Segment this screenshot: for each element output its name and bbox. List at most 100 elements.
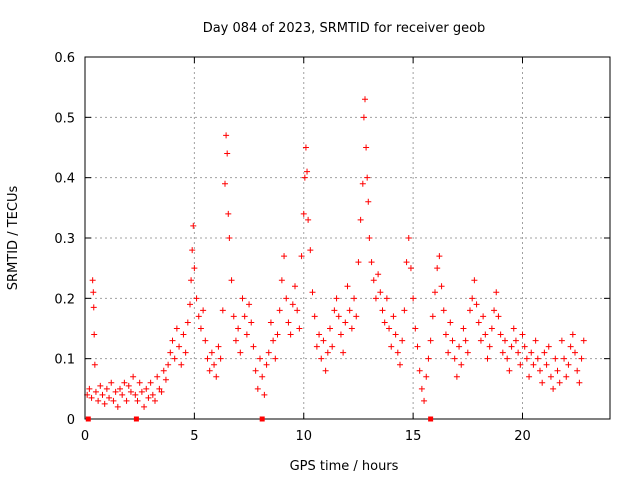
data-point [379,307,386,314]
data-point [576,379,583,386]
y-tick-label: 0.4 [54,172,75,187]
data-point [270,337,277,344]
data-point [237,349,244,356]
data-point [136,379,143,386]
data-point [197,325,204,332]
data-point [532,337,539,344]
data-point [300,210,307,217]
x-tick-label: 10 [295,429,312,444]
data-point [327,325,333,332]
data-point [101,400,108,407]
data-point [169,337,176,344]
data-point [232,337,239,344]
data-point [278,277,285,284]
data-point [543,361,550,368]
data-point [123,397,130,404]
data-point [337,331,344,338]
data-point [90,304,97,311]
data-point [499,349,506,356]
data-point [362,96,368,103]
data-point [149,391,156,398]
data-point [360,114,367,121]
data-point [223,132,230,139]
data-point [267,319,274,326]
data-point [388,343,395,350]
data-point [512,337,519,344]
axis-marker [428,416,434,422]
data-point [88,394,95,401]
y-tick-label: 0.1 [54,353,75,368]
data-point [449,337,456,344]
data-point [292,283,298,290]
data-point [145,394,152,401]
data-point [410,295,417,302]
data-point [368,259,375,266]
data-point [541,349,548,356]
data-point [473,301,480,308]
data-point [504,355,511,362]
data-point [263,361,270,368]
data-point [484,355,491,362]
data-point [447,319,454,326]
data-point [488,325,495,332]
data-point [302,144,309,151]
data-point [390,313,397,320]
data-point [372,295,379,302]
data-point [403,259,410,266]
data-point [274,331,281,338]
data-point [425,355,432,362]
data-point [147,379,154,386]
data-point [89,277,96,284]
data-point [208,349,215,356]
data-point [112,388,119,395]
data-point [351,295,358,302]
data-point [294,307,301,314]
data-point [248,319,255,326]
data-point [202,337,209,344]
data-point [252,367,259,374]
data-point [572,349,578,356]
data-point [412,325,419,332]
data-point [316,331,323,338]
data-point [416,367,423,374]
data-point [230,313,237,320]
data-point [578,355,585,362]
data-point [222,180,228,187]
y-tick-label: 0.2 [54,292,75,307]
data-point [442,331,449,338]
data-point [569,331,576,338]
data-point [335,313,342,320]
axis-marker [259,416,265,422]
data-point [99,391,106,398]
data-point [561,355,568,362]
axis-marker [85,416,91,422]
data-point [554,367,561,374]
data-point [184,319,191,326]
data-point [383,295,390,302]
data-point [178,361,185,368]
data-point [480,313,487,320]
data-point [285,319,292,326]
data-point [517,361,524,368]
data-point [469,295,476,302]
data-point [508,343,515,350]
data-point [342,319,349,326]
data-point [528,349,535,356]
data-point [399,337,406,344]
data-point [265,349,272,356]
data-point [257,355,263,362]
data-point [167,349,174,356]
data-point [106,394,113,401]
data-point [134,397,141,404]
data-point [235,325,242,332]
data-point [117,385,123,392]
data-point [162,376,169,383]
data-point [298,253,305,260]
data-point [580,337,587,344]
data-point [445,349,452,356]
data-point [537,367,543,374]
data-point [530,361,537,368]
data-point [217,355,224,362]
